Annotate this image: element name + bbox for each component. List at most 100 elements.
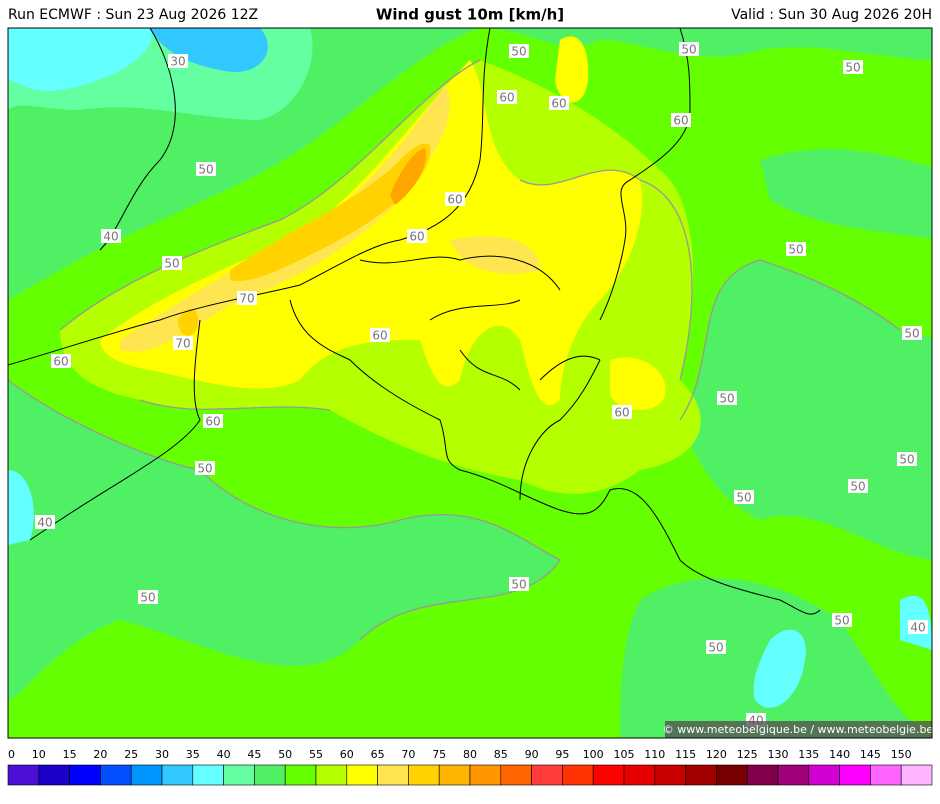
contour-label: 50 xyxy=(850,480,865,494)
colorbar-swatch xyxy=(500,764,532,786)
contour-label: 40 xyxy=(37,516,52,530)
contour-label-box xyxy=(196,162,216,176)
colorbar-tick-label: 10 xyxy=(32,748,46,761)
contour-label-box xyxy=(195,461,215,475)
colorbar-swatch xyxy=(315,764,348,786)
zone xyxy=(100,60,642,406)
colorbar-swatch xyxy=(808,764,840,786)
colorbar-tick-label: 100 xyxy=(583,748,604,761)
colorbar-swatch xyxy=(870,764,902,786)
zone xyxy=(8,470,34,545)
zone xyxy=(178,308,199,336)
contour-label: 50 xyxy=(899,453,914,467)
colorbar-tick-label: 95 xyxy=(555,748,569,761)
zone xyxy=(760,149,932,239)
title: Wind gust 10m [km/h] xyxy=(376,6,564,24)
contour-label-box xyxy=(717,391,737,405)
colorbar-tick-label: 0 xyxy=(8,748,15,761)
contour-label: 60 xyxy=(205,415,220,429)
contour-label-box xyxy=(237,291,257,305)
colorbar-swatch xyxy=(623,764,656,786)
colorbar-swatch xyxy=(685,764,717,786)
contour-label: 50 xyxy=(788,243,803,257)
contour-label-box xyxy=(848,479,868,493)
contour-label: 50 xyxy=(140,591,155,605)
zone xyxy=(120,85,450,352)
zone xyxy=(230,143,431,281)
colorbar-swatch xyxy=(377,764,409,786)
colorbar-tick-label: 150 xyxy=(891,748,912,761)
colorbar-swatch xyxy=(562,764,594,786)
colorbar-swatch xyxy=(839,764,871,786)
colorbar-swatch xyxy=(161,764,194,786)
contour-label: 30 xyxy=(170,55,185,69)
contour-label: 60 xyxy=(409,230,424,244)
contour-label-box xyxy=(51,354,71,368)
colorbar-tick-label: 130 xyxy=(768,748,789,761)
contour-label: 50 xyxy=(719,392,734,406)
colorbar-tick-label: 85 xyxy=(494,748,508,761)
contour-label-box xyxy=(908,620,928,634)
contour-label: 50 xyxy=(164,257,179,271)
province-border xyxy=(359,255,601,391)
contour-label-box xyxy=(706,640,726,654)
contour-label: 60 xyxy=(447,193,462,207)
colorbar-swatch xyxy=(346,764,378,786)
contour-label-box xyxy=(786,242,806,256)
colorbar-swatch xyxy=(654,764,686,786)
contour-label: 40 xyxy=(103,230,118,244)
colorbar-tick-label: 45 xyxy=(247,748,261,761)
colorbar-tick-label: 135 xyxy=(798,748,819,761)
colorbar-swatch xyxy=(746,764,779,786)
contour-label: 50 xyxy=(511,578,526,592)
colorbar-swatch xyxy=(7,764,40,786)
contour-label-box xyxy=(679,42,699,56)
contour-label-box xyxy=(671,113,691,127)
colorbar-swatch xyxy=(900,764,933,786)
colorbar-tick-label: 105 xyxy=(614,748,635,761)
contour-label: 50 xyxy=(708,641,723,655)
zone xyxy=(150,28,268,72)
colorbar-tick-label: 125 xyxy=(737,748,758,761)
wind-gust-map: 30 50 50 50 60 60 60 50 60 40 60 50 50 70 70 60 60 50 50 60… xyxy=(8,28,934,738)
colorbar-tick-label: 110 xyxy=(644,748,665,761)
zone xyxy=(390,148,426,205)
contour-label-box xyxy=(549,96,569,110)
zone xyxy=(555,36,589,103)
zone xyxy=(753,629,806,708)
colorbar-tick-label: 115 xyxy=(675,748,696,761)
contour-label-box xyxy=(445,192,465,206)
colorbar-swatch xyxy=(223,764,255,786)
contour-label: 50 xyxy=(197,462,212,476)
contour-label-box xyxy=(101,229,121,243)
colorbar-tick-label: 20 xyxy=(93,748,107,761)
zone xyxy=(680,260,932,560)
zone xyxy=(8,28,152,92)
colorbar-tick-label: 50 xyxy=(278,748,292,761)
colorbar-tick-label: 90 xyxy=(525,748,539,761)
colorbar-tick-label: 65 xyxy=(371,748,385,761)
colorbar-tick-label: 145 xyxy=(860,748,881,761)
contour-label: 50 xyxy=(904,327,919,341)
contour-label-box xyxy=(203,414,223,428)
contour-label: 60 xyxy=(53,355,68,369)
isoline xyxy=(59,59,693,411)
country-border xyxy=(289,28,821,615)
contour-label-box xyxy=(734,490,754,504)
zone xyxy=(610,357,666,410)
colorbar-swatch xyxy=(100,764,132,786)
colorbar-tick-label: 55 xyxy=(309,748,323,761)
valid-info: Valid : Sun 30 Aug 2026 20H xyxy=(731,7,932,23)
isoline xyxy=(8,379,561,641)
map-frame xyxy=(7,27,933,739)
colorbar-swatch xyxy=(408,764,440,786)
contour-label: 40 xyxy=(910,621,925,635)
credit: © www.meteobelgique.be / www.meteobelgie… xyxy=(663,723,934,736)
colorbar-swatch xyxy=(592,764,625,786)
contour-label-box xyxy=(173,336,193,350)
colorbar-swatch xyxy=(192,764,224,786)
contour-label-box xyxy=(138,590,158,604)
coastline xyxy=(8,28,491,541)
contour-label-box xyxy=(370,328,390,342)
